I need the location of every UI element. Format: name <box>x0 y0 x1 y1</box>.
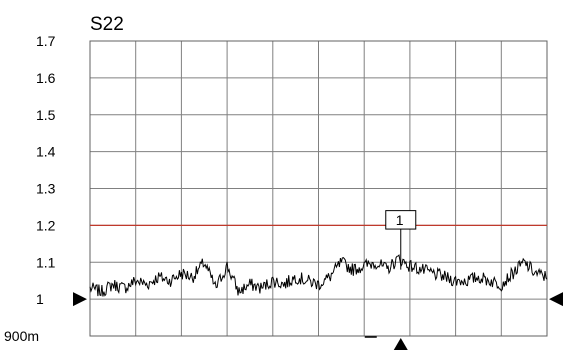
ref-arrow-right <box>549 292 563 307</box>
y-tick-label: 1.7 <box>36 33 56 49</box>
y-tick-label: 1.4 <box>36 144 56 160</box>
y-tick-label: 1 <box>36 291 44 307</box>
s22-trace-line <box>89 254 548 297</box>
plot-frame <box>89 40 548 337</box>
y-tick-label: 900m <box>4 328 39 344</box>
marker-position-arrow <box>393 338 408 350</box>
marker-label: 1 <box>396 212 404 228</box>
marker-1[interactable]: 1 <box>385 210 417 270</box>
reference-arrows <box>73 292 563 350</box>
grid <box>89 40 548 337</box>
y-tick-labels: 1.7 1.6 1.5 1.4 1.3 1.2 1.1 1 900m <box>4 33 56 344</box>
y-tick-label: 1.5 <box>36 107 56 123</box>
y-tick-label: 1.1 <box>36 254 56 270</box>
y-tick-label: 1.6 <box>36 70 56 86</box>
chart-title: S22 <box>90 14 124 35</box>
ref-arrow-left <box>73 292 87 307</box>
y-tick-label: 1.2 <box>36 217 56 233</box>
marker-box <box>385 210 417 230</box>
y-tick-label: 1.3 <box>36 181 56 197</box>
